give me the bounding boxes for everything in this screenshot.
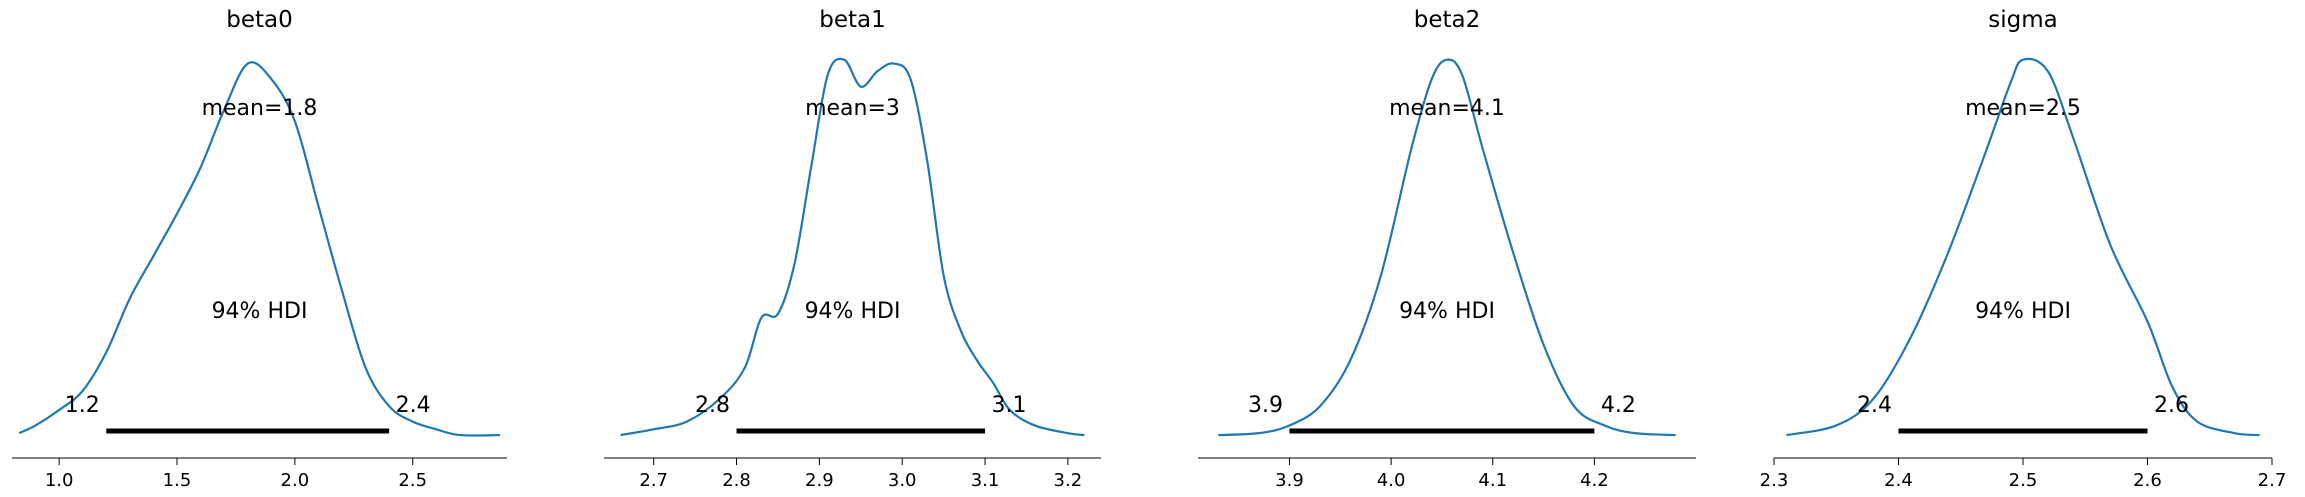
hdi-label: 94% HDI <box>1399 299 1495 324</box>
x-tick-label: 2.7 <box>2258 470 2287 491</box>
kde-density-line <box>620 57 1085 437</box>
x-tick-label: 2.9 <box>805 470 834 491</box>
hdi-lower-label: 2.8 <box>695 393 730 418</box>
posterior-panel-sigma: 2.3 2.4 2.5 2.6 2.7 2.4 2.6 94% HDI mean=2.5 sigm… <box>1760 7 2287 491</box>
x-tick-label: 3.0 <box>888 470 917 491</box>
x-tick-label: 2.7 <box>639 470 668 491</box>
hdi-upper-label: 3.1 <box>992 393 1027 418</box>
x-tick-label: 2.3 <box>1760 470 1789 491</box>
x-tick-label: 2.5 <box>398 470 427 491</box>
hdi-upper-label: 2.6 <box>2154 393 2189 418</box>
panel-title: beta2 <box>1414 7 1481 33</box>
mean-label: mean=3 <box>805 96 900 121</box>
hdi-label: 94% HDI <box>1975 299 2071 324</box>
mean-label: mean=2.5 <box>1965 96 2081 121</box>
kde-density-line <box>18 61 500 437</box>
panel-title: beta0 <box>226 7 293 33</box>
mean-label: mean=4.1 <box>1389 96 1505 121</box>
x-tick-label: 2.8 <box>722 470 751 491</box>
posterior-panel-beta0: 1.0 1.5 2.0 2.5 1.2 2.4 94% HDI mean=1.8 beta0 <box>12 7 507 491</box>
hdi-upper-label: 2.4 <box>396 393 431 418</box>
hdi-upper-label: 4.2 <box>1601 393 1636 418</box>
x-tick-label: 2.0 <box>281 470 310 491</box>
panel-title: beta1 <box>819 7 886 33</box>
hdi-label: 94% HDI <box>805 299 901 324</box>
panel-title: sigma <box>1988 7 2057 33</box>
x-tick-label: 1.0 <box>45 470 74 491</box>
hdi-label: 94% HDI <box>212 299 308 324</box>
kde-density-line <box>1786 57 2260 437</box>
x-tick-label: 1.5 <box>163 470 192 491</box>
x-tick-label: 2.4 <box>1884 470 1913 491</box>
x-tick-label: 4.0 <box>1377 470 1406 491</box>
hdi-lower-label: 3.9 <box>1248 393 1283 418</box>
x-tick-label: 3.9 <box>1275 470 1304 491</box>
x-tick-label: 4.2 <box>1580 470 1609 491</box>
posterior-panel-beta2: 3.9 4.0 4.1 4.2 3.9 4.2 94% HDI mean=4.1 beta2 <box>1198 7 1696 491</box>
posterior-panel-beta1: 2.7 2.8 2.9 3.0 3.1 3.2 2.8 3.1 94% HDI mean=3 bet… <box>604 7 1101 491</box>
x-tick-label: 2.5 <box>2009 470 2038 491</box>
kde-density-line <box>1218 58 1676 437</box>
x-tick-label: 3.2 <box>1054 470 1083 491</box>
x-tick-label: 2.6 <box>2133 470 2162 491</box>
x-tick-label: 4.1 <box>1478 470 1507 491</box>
mean-label: mean=1.8 <box>202 96 318 121</box>
hdi-lower-label: 1.2 <box>65 393 100 418</box>
hdi-lower-label: 2.4 <box>1857 393 1892 418</box>
x-tick-label: 3.1 <box>971 470 1000 491</box>
